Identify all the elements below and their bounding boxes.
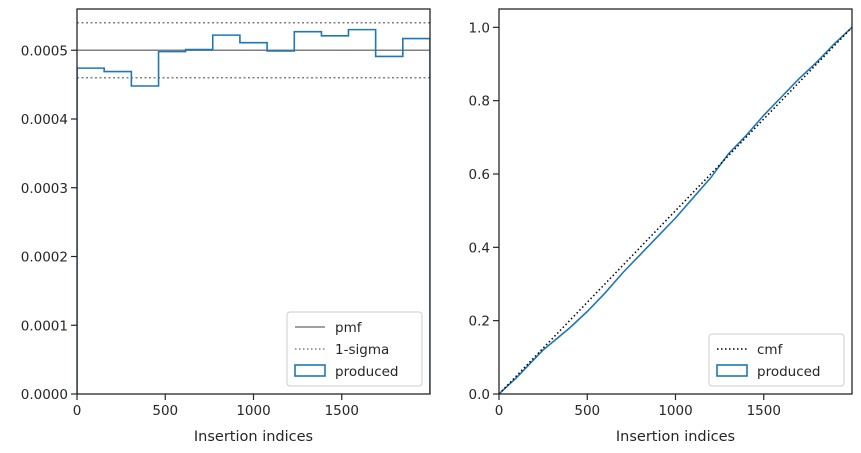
cmf-panel: 0 500 1000 1500 0.0 0.2 0.4 0.6 0.8 1.0 Insertion … xyxy=(469,8,853,445)
y-tick-label: 0.6 xyxy=(469,167,490,183)
legend-box xyxy=(286,311,423,387)
y-tick-label: 0.0001 xyxy=(21,318,68,334)
x-tick-label: 0 xyxy=(495,403,504,419)
legend-label: pmf xyxy=(335,320,363,336)
x-tick-label: 500 xyxy=(152,403,178,419)
x-tick-label: 1000 xyxy=(658,403,692,419)
y-tick-label: 0.4 xyxy=(469,240,490,256)
legend: cmf produced xyxy=(708,333,845,387)
y-tick-label: 1.0 xyxy=(469,20,490,36)
series-produced xyxy=(499,26,852,394)
y-tick-label: 0.0 xyxy=(469,387,490,403)
legend-box xyxy=(708,333,845,387)
y-tick-label: 0.0002 xyxy=(21,250,68,266)
y-tick-label: 0.0004 xyxy=(21,112,68,128)
x-axis-label: Insertion indices xyxy=(194,429,313,445)
x-tick-label: 1000 xyxy=(236,403,270,419)
x-tick-label: 500 xyxy=(574,403,600,419)
plot-area xyxy=(499,26,852,394)
x-axis-label: Insertion indices xyxy=(616,429,735,445)
legend-swatch-produced xyxy=(716,364,748,377)
legend-swatch-produced xyxy=(294,364,326,377)
legend-label: produced xyxy=(335,364,399,380)
legend-label: cmf xyxy=(757,342,784,358)
legend-label: produced xyxy=(757,364,821,380)
pmf-panel: 0 500 1000 1500 0.0000 0.0001 0.0002 0.0003 0.00… xyxy=(21,8,431,445)
series-produced xyxy=(77,28,430,394)
x-tick-label: 1500 xyxy=(325,403,359,419)
series-cmf xyxy=(499,26,852,394)
y-tick-label: 0.0003 xyxy=(21,181,68,197)
legend: pmf 1-sigma produced xyxy=(286,311,423,387)
plot-area xyxy=(77,22,430,394)
y-tick-label: 0.8 xyxy=(469,94,490,110)
legend-label: 1-sigma xyxy=(335,342,389,358)
x-tick-label: 0 xyxy=(73,403,82,419)
y-tick-label: 0.0000 xyxy=(21,387,68,403)
y-tick-label: 0.0005 xyxy=(21,43,68,59)
y-tick-label: 0.2 xyxy=(469,314,490,330)
x-tick-label: 1500 xyxy=(747,403,781,419)
